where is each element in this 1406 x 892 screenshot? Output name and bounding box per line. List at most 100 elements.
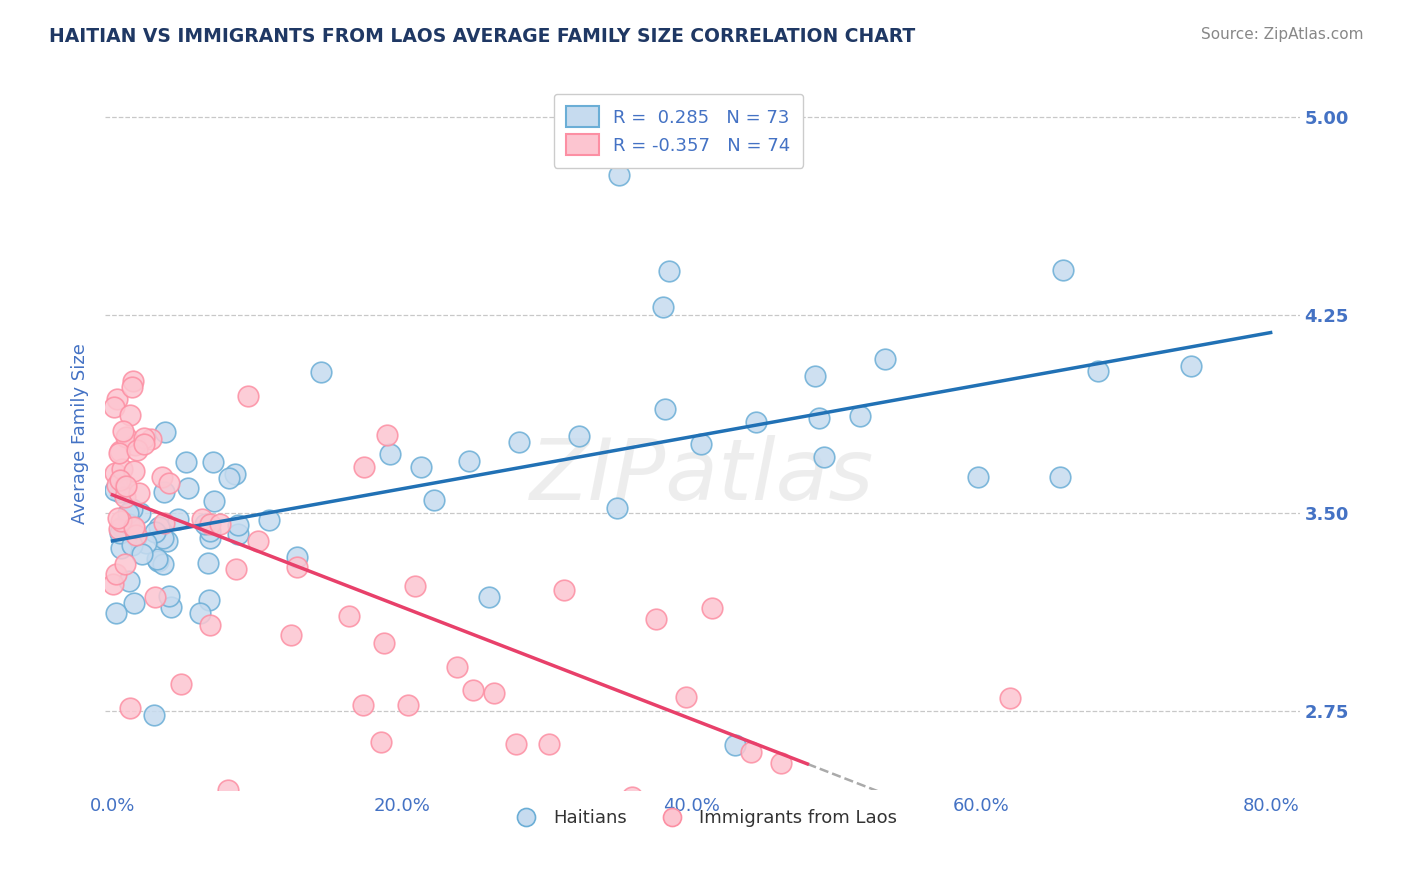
Point <box>380 447 402 461</box>
Point <box>122 375 145 389</box>
Point <box>478 590 501 604</box>
Point <box>148 519 170 533</box>
Point <box>105 566 128 581</box>
Point <box>132 431 155 445</box>
Point <box>153 516 176 531</box>
Point <box>156 533 179 548</box>
Point <box>396 698 419 712</box>
Point <box>110 520 132 534</box>
Point <box>508 434 530 449</box>
Point <box>238 389 260 403</box>
Point <box>537 737 560 751</box>
Point <box>228 527 250 541</box>
Point <box>132 437 155 451</box>
Point <box>131 547 153 561</box>
Legend: Haitians, Immigrants from Laos: Haitians, Immigrants from Laos <box>501 802 904 834</box>
Point <box>129 506 152 520</box>
Point <box>1049 469 1071 483</box>
Point <box>769 756 792 770</box>
Point <box>482 685 505 699</box>
Point <box>107 446 129 460</box>
Point <box>103 400 125 414</box>
Point <box>553 582 575 597</box>
Point <box>197 556 219 570</box>
Point <box>143 591 166 605</box>
Point <box>125 530 148 544</box>
Point <box>606 500 628 515</box>
Point <box>152 484 174 499</box>
Point <box>111 462 134 476</box>
Point <box>101 577 124 591</box>
Point <box>191 511 214 525</box>
Point <box>117 513 139 527</box>
Point <box>114 479 136 493</box>
Point <box>375 428 398 442</box>
Point <box>118 516 141 531</box>
Point <box>1011 809 1033 823</box>
Point <box>446 660 468 674</box>
Text: HAITIAN VS IMMIGRANTS FROM LAOS AVERAGE FAMILY SIZE CORRELATION CHART: HAITIAN VS IMMIGRANTS FROM LAOS AVERAGE … <box>49 27 915 45</box>
Point <box>200 617 222 632</box>
Point <box>146 551 169 566</box>
Point <box>285 549 308 564</box>
Point <box>225 562 247 576</box>
Point <box>607 168 630 182</box>
Point <box>118 574 141 589</box>
Point <box>893 809 915 823</box>
Point <box>352 698 374 713</box>
Point <box>120 701 142 715</box>
Point <box>143 524 166 539</box>
Point <box>146 554 169 568</box>
Point <box>887 809 910 823</box>
Point <box>202 494 225 508</box>
Point <box>370 735 392 749</box>
Point <box>690 437 713 451</box>
Point <box>198 516 221 531</box>
Point <box>157 475 180 490</box>
Point <box>174 455 197 469</box>
Point <box>804 368 827 383</box>
Point <box>153 425 176 439</box>
Point <box>110 541 132 556</box>
Point <box>104 466 127 480</box>
Point <box>198 593 221 607</box>
Point <box>568 429 591 443</box>
Point <box>188 606 211 620</box>
Point <box>337 608 360 623</box>
Point <box>152 531 174 545</box>
Point <box>813 450 835 464</box>
Point <box>142 707 165 722</box>
Point <box>108 473 131 487</box>
Point <box>645 612 668 626</box>
Point <box>103 483 125 497</box>
Point <box>247 534 270 549</box>
Point <box>125 528 148 542</box>
Point <box>621 790 644 805</box>
Point <box>998 690 1021 705</box>
Point <box>707 809 730 823</box>
Point <box>198 531 221 545</box>
Point <box>157 590 180 604</box>
Point <box>226 518 249 533</box>
Point <box>128 486 150 500</box>
Point <box>724 738 747 752</box>
Point <box>177 481 200 495</box>
Point <box>966 470 988 484</box>
Point <box>152 558 174 572</box>
Point <box>160 599 183 614</box>
Point <box>114 557 136 571</box>
Point <box>209 517 232 532</box>
Point <box>117 506 139 520</box>
Point <box>110 474 132 488</box>
Point <box>218 471 240 485</box>
Y-axis label: Average Family Size: Average Family Size <box>72 343 89 524</box>
Point <box>198 524 221 538</box>
Point <box>170 676 193 690</box>
Point <box>849 409 872 423</box>
Point <box>505 737 527 751</box>
Point <box>104 606 127 620</box>
Point <box>124 520 146 534</box>
Point <box>461 683 484 698</box>
Point <box>114 479 136 493</box>
Point <box>121 538 143 552</box>
